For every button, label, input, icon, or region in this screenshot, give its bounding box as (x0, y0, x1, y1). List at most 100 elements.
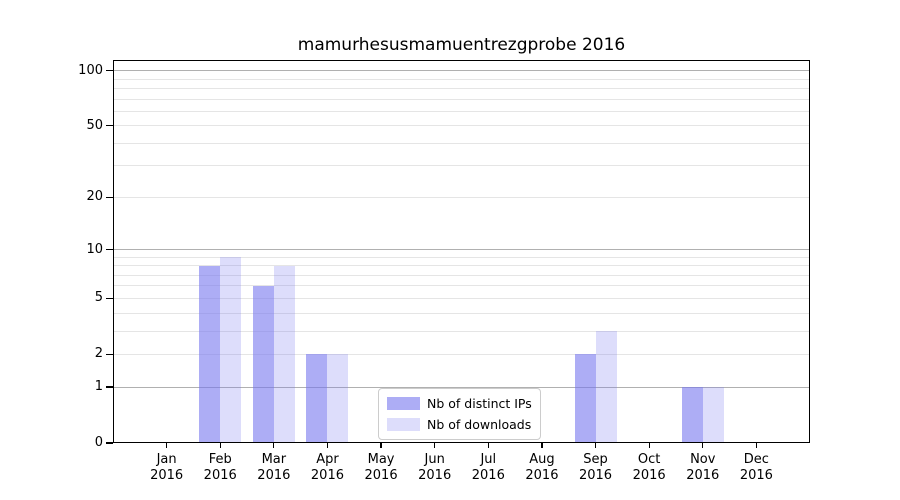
x-tick-mark (219, 443, 221, 448)
x-tick-label: Apr 2016 (295, 452, 359, 483)
minor-gridline (113, 312, 810, 314)
x-tick-label: Aug 2016 (510, 452, 574, 483)
minor-gridline (113, 274, 810, 276)
y-tick-label: 0 (94, 435, 103, 450)
bar-downloads (595, 331, 617, 443)
x-tick-mark (380, 443, 382, 448)
legend-item: Nb of distinct IPs (387, 394, 532, 413)
x-tick-mark (702, 443, 704, 448)
y-tick-mark (106, 69, 113, 72)
x-tick-label-line: 2016 (686, 467, 720, 483)
y-tick-mark (106, 353, 113, 355)
y-tick-label: 100 (78, 62, 103, 78)
y-tick-label: 10 (86, 241, 103, 257)
bar-downloads (327, 354, 349, 443)
x-tick-mark (755, 443, 757, 448)
x-tick-label-line: Dec (743, 452, 769, 467)
x-tick-label: Dec 2016 (724, 452, 788, 483)
y-tick-mark (106, 196, 113, 198)
x-tick-label-line: 2016 (471, 467, 505, 483)
x-tick-label: Mar 2016 (242, 452, 306, 483)
bar-distinct-ips (681, 387, 703, 443)
minor-gridline (113, 297, 810, 299)
x-tick-label: Sep 2016 (564, 452, 628, 483)
x-tick-label-line: 2016 (578, 467, 613, 483)
minor-gridline (113, 265, 810, 267)
x-tick-label-line: Mar (261, 452, 287, 467)
y-tick-mark (106, 297, 113, 299)
bar-downloads (220, 257, 242, 443)
minor-gridline (113, 353, 810, 355)
bar-distinct-ips (574, 354, 596, 443)
minor-gridline (113, 98, 810, 100)
legend-swatch (387, 418, 420, 431)
x-tick-label: Jul 2016 (456, 452, 520, 483)
x-tick-label: Nov 2016 (671, 452, 735, 483)
x-tick-label-line: 2016 (418, 467, 452, 483)
minor-gridline (113, 196, 810, 198)
major-gridline (113, 249, 810, 250)
chart-title: mamurhesusmamuentrezgprobe 2016 (297, 35, 626, 55)
major-gridline (113, 386, 810, 388)
minor-gridline (113, 256, 810, 258)
top-spine (113, 60, 810, 62)
minor-gridline (113, 330, 810, 332)
legend-label: Nb of downloads (427, 417, 532, 432)
right-spine (808, 60, 810, 443)
x-tick-label: Feb 2016 (188, 452, 252, 483)
x-tick-label-line: 2016 (525, 467, 559, 483)
x-tick-mark (541, 443, 543, 448)
left-spine (113, 60, 115, 443)
y-tick-mark (106, 442, 113, 444)
legend-label: Nb of distinct IPs (427, 396, 532, 411)
minor-gridline (113, 125, 810, 127)
minor-gridline (113, 110, 810, 112)
x-tick-label: Jun 2016 (403, 452, 467, 483)
x-tick-label-line: Nov (690, 452, 716, 467)
bar-distinct-ips (306, 354, 328, 443)
x-tick-label-line: 2016 (203, 467, 237, 483)
x-tick-label: May 2016 (349, 452, 413, 483)
x-tick-label-line: 2016 (150, 467, 184, 483)
bar-downloads (273, 265, 295, 443)
x-tick-label-line: 2016 (257, 467, 291, 483)
minor-gridline (113, 285, 810, 287)
y-tick-label: 5 (94, 290, 103, 306)
x-tick-label-line: 2016 (739, 467, 773, 483)
minor-gridline (113, 142, 810, 144)
y-tick-mark (106, 386, 113, 388)
bottom-spine (113, 441, 810, 443)
x-tick-mark (594, 443, 597, 448)
x-tick-label-line: Aug (529, 452, 555, 467)
x-tick-mark (273, 443, 275, 448)
bar-downloads (702, 387, 724, 443)
x-tick-label-line: Apr (316, 452, 339, 467)
y-tick-label: 1 (94, 379, 103, 395)
x-tick-mark (166, 443, 168, 448)
x-tick-mark (487, 443, 489, 448)
x-tick-label-line: 2016 (364, 467, 398, 483)
legend: Nb of distinct IPs Nb of downloads (378, 388, 541, 440)
plot-area (113, 60, 810, 443)
minor-gridline (113, 87, 810, 89)
x-tick-label-line: Oct (637, 452, 661, 467)
x-tick-label-line: Jul (480, 452, 497, 467)
minor-gridline (113, 78, 810, 80)
x-tick-label-line: Sep (583, 452, 608, 467)
legend-swatch (387, 397, 420, 410)
x-tick-label-line: Jun (424, 452, 445, 467)
x-tick-label: Oct 2016 (617, 452, 681, 483)
x-tick-label-line: May (367, 452, 395, 467)
x-tick-label-line: Feb (208, 452, 232, 467)
y-tick-mark (106, 125, 113, 127)
x-tick-label: Jan 2016 (135, 452, 199, 483)
x-tick-mark (648, 443, 650, 448)
legend-item: Nb of downloads (387, 415, 532, 434)
bar-distinct-ips (252, 285, 274, 443)
x-tick-label-line: Jan (156, 452, 177, 467)
x-tick-label-line: 2016 (310, 467, 344, 483)
y-tick-label: 50 (86, 117, 103, 133)
bar-distinct-ips (199, 265, 221, 443)
x-tick-mark (326, 443, 329, 448)
